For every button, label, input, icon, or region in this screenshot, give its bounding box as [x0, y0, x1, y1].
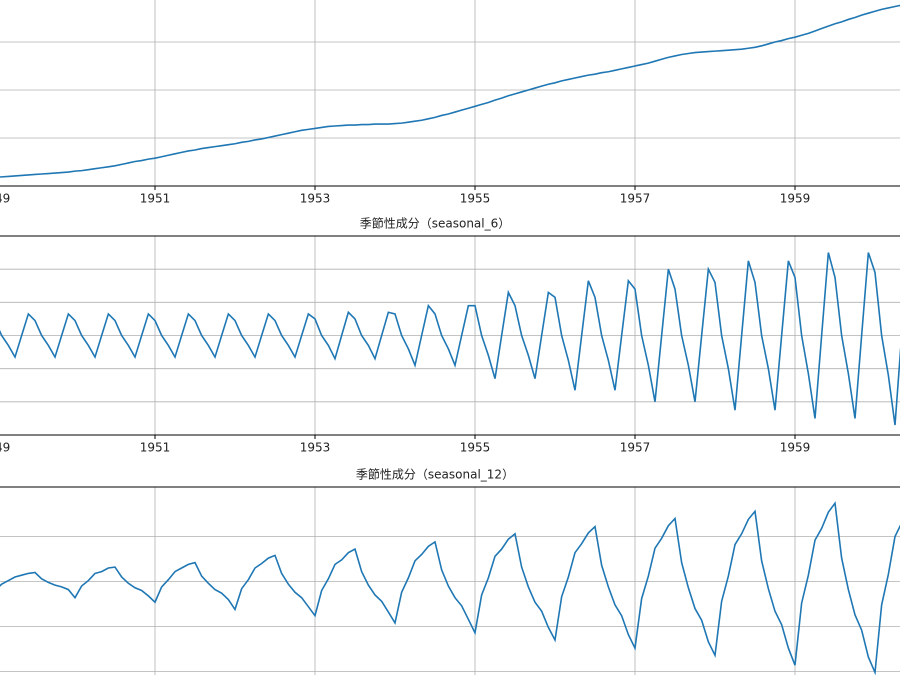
series-line [0, 501, 900, 675]
x-tick-label: 1955 [460, 441, 491, 455]
x-tick-label: 1957 [620, 441, 651, 455]
x-tick-label: 1951 [140, 192, 171, 206]
x-tick-label: 1955 [460, 192, 491, 206]
chart-title: 季節性成分（seasonal_6） [360, 216, 511, 231]
x-tick-label: 1949 [0, 192, 10, 206]
panel [0, 487, 900, 675]
panel [0, 236, 900, 435]
panel [0, 0, 900, 186]
x-tick-label: 1953 [300, 192, 331, 206]
series-line [0, 4, 900, 178]
x-tick-label: 1959 [780, 192, 811, 206]
x-tick-label: 1949 [0, 441, 10, 455]
series-line [0, 252, 900, 426]
x-tick-label: 1953 [300, 441, 331, 455]
x-tick-label: 1957 [620, 192, 651, 206]
chart-title: 季節性成分（seasonal_12） [356, 467, 514, 482]
x-tick-label: 1959 [780, 441, 811, 455]
x-tick-label: 1951 [140, 441, 171, 455]
